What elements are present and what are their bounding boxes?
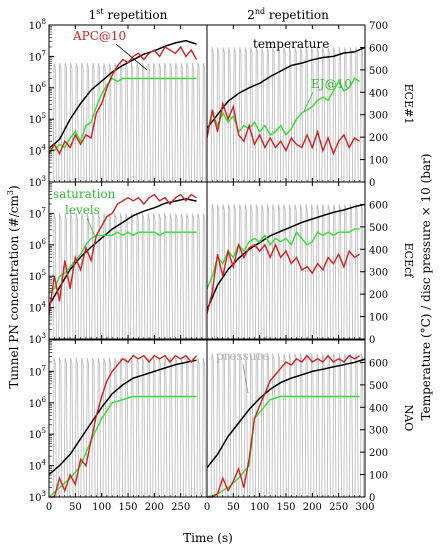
- apc10-line-ececf-rep1: [48, 193, 197, 314]
- pressure-line-nao-rep1: [52, 357, 207, 498]
- row-label-ececf: ECEcf: [402, 243, 415, 279]
- annotation-temperature: temperature: [253, 37, 329, 51]
- y-right-tick-label: 400: [369, 403, 388, 414]
- ej10-line-nao-rep2: [206, 395, 360, 498]
- y-left-tick-label: 104: [29, 144, 47, 158]
- y-left-tick-label: 103: [29, 490, 46, 504]
- ej10-line-ece1-rep1: [48, 77, 197, 152]
- y-right-tick-label: 0: [369, 335, 375, 346]
- x-tick-label: 100: [250, 502, 269, 513]
- apc10-line-ececf-rep2: [206, 242, 361, 315]
- x-tick-label: 200: [303, 502, 322, 513]
- y-right-tick-label: 100: [369, 156, 388, 167]
- x-tick-label: 200: [145, 502, 164, 513]
- apc10-line-nao-rep1: [49, 354, 198, 498]
- tick-layer: 1031041051061071080100200300400500600700…: [29, 18, 388, 513]
- y-right-tick-label: 500: [369, 381, 388, 392]
- y-left-tick-label: 107: [29, 49, 46, 63]
- y-right-tick-label: 0: [369, 178, 375, 189]
- ej10-line-ececf-rep1: [48, 231, 197, 293]
- pressure-line-ececf-rep1: [52, 213, 207, 340]
- y-right-tick-label: 400: [369, 88, 388, 99]
- pressure-line-nao-rep2: [210, 353, 365, 498]
- y-right-tick-label: 600: [369, 200, 388, 211]
- y-axis-right-title: Temperature (°C) / disc pressure × 10 (b…: [419, 154, 433, 421]
- y-right-tick-label: 600: [369, 358, 388, 369]
- x-tick-label: 300: [355, 502, 374, 513]
- x-tick-label: 0: [46, 502, 52, 513]
- y-right-tick-label: 200: [369, 133, 388, 144]
- y-right-tick-label: 500: [369, 66, 388, 77]
- y-right-tick-label: 200: [369, 290, 388, 301]
- y-left-tick-label: 103: [29, 175, 46, 189]
- y-left-tick-label: 107: [29, 364, 46, 378]
- annotation-saturation-2: levels: [65, 203, 100, 217]
- x-tick-label: 50: [227, 502, 240, 513]
- y-right-tick-label: 300: [369, 426, 388, 437]
- y-left-tick-label: 104: [29, 301, 47, 315]
- ej10-line-ece1-rep2: [206, 77, 361, 137]
- y-right-tick-label: 300: [369, 111, 388, 122]
- annotation-pressure: pressure: [216, 349, 269, 363]
- ej10-line-ececf-rep2: [206, 228, 360, 290]
- temperature-line-ece1-rep1: [48, 39, 197, 149]
- pressure-line-ece1-rep2: [210, 47, 365, 183]
- y-left-tick-label: 103: [29, 332, 46, 346]
- y-left-tick-label: 105: [29, 427, 46, 441]
- temperature-line-ece1-rep2: [206, 46, 366, 129]
- y-right-tick-label: 500: [369, 223, 388, 234]
- y-left-tick-label: 104: [29, 459, 47, 473]
- row-label-nao: NAO: [402, 405, 415, 432]
- apc10-line-ece1-rep1: [48, 45, 198, 156]
- temperature-line-nao-rep1: [48, 359, 197, 476]
- pressure-line-ece1-rep1: [52, 62, 207, 183]
- annotation-ej-pointer: [303, 91, 314, 112]
- annotation-saturation-1: saturation: [53, 187, 116, 201]
- y-left-tick-label: 106: [29, 81, 47, 95]
- row-label-ece1: ECE#1: [402, 84, 415, 125]
- y-left-tick-label: 106: [29, 238, 47, 252]
- annotation-pressure-pointer: [242, 363, 249, 394]
- y-right-tick-label: 100: [369, 313, 388, 324]
- annotation-apc: APC@10: [72, 29, 126, 43]
- pressure-layer: [52, 47, 365, 498]
- frame-layer: [48, 24, 366, 498]
- x-tick-label: 250: [329, 502, 348, 513]
- y-left-tick-label: 107: [29, 206, 46, 220]
- y-right-tick-label: 600: [369, 43, 388, 54]
- y-right-tick-label: 200: [369, 448, 388, 459]
- x-tick-label: 100: [92, 502, 111, 513]
- column-title-2: 2nd repetition: [247, 7, 329, 22]
- x-tick-label: 0: [204, 502, 210, 513]
- x-tick-label: 150: [276, 502, 295, 513]
- y-right-tick-label: 700: [369, 21, 388, 32]
- annotation-ej: EJ@10: [311, 77, 352, 91]
- annotation-apc-pointer: [115, 43, 148, 71]
- y-right-tick-label: 400: [369, 245, 388, 256]
- y-right-tick-label: 100: [369, 471, 388, 482]
- x-tick-label: 250: [171, 502, 190, 513]
- ej10-line-nao-rep1: [48, 395, 197, 498]
- temperature-line-nao-rep2: [206, 358, 366, 469]
- x-axis-title: Time (s): [183, 531, 233, 545]
- y-right-tick-label: 0: [369, 493, 375, 504]
- series-layer: [48, 39, 366, 498]
- y-axis-left-title: Tunnel PN concentration (#/cm3): [6, 185, 21, 388]
- y-left-tick-label: 105: [29, 112, 46, 126]
- pressure-line-ececf-rep2: [210, 204, 365, 340]
- apc10-line-nao-rep2: [207, 354, 361, 498]
- y-left-tick-label: 108: [29, 18, 46, 32]
- x-tick-label: 150: [118, 502, 137, 513]
- y-left-tick-label: 105: [29, 269, 46, 283]
- column-title-1: 1st repetition: [89, 7, 168, 22]
- apc10-line-ece1-rep2: [206, 100, 361, 156]
- annotation-saturation-pointer: [86, 217, 97, 240]
- y-right-tick-label: 300: [369, 268, 388, 279]
- y-left-tick-label: 106: [29, 396, 47, 410]
- x-tick-label: 50: [69, 502, 82, 513]
